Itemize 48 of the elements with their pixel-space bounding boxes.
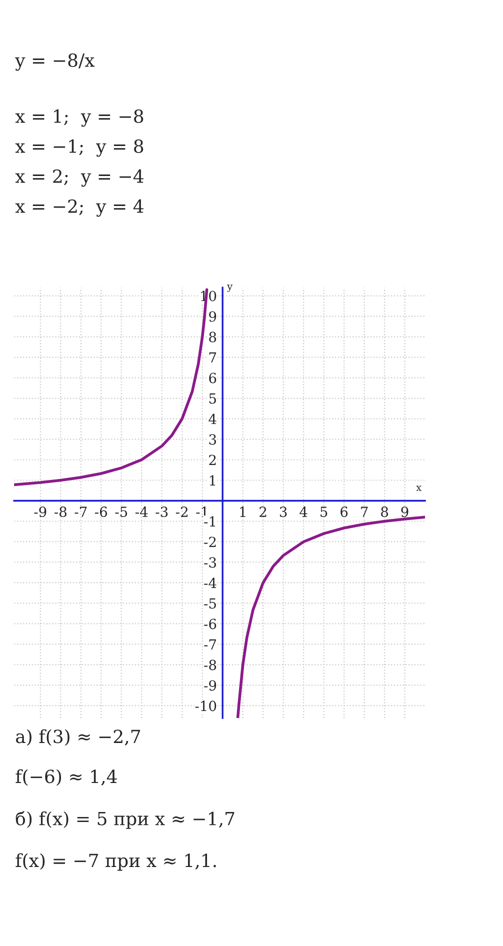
text: а) f(3) ≈ −2,7 (16, 729, 140, 746)
line-series (236, 516, 426, 718)
x-tick-label: 9 (401, 506, 408, 518)
x-tick-label: -8 (54, 506, 66, 518)
y-tick-label: 1 (210, 475, 216, 486)
text: x = −1; y = 8 (15, 139, 144, 157)
y-tick-label: -6 (204, 618, 216, 630)
y-tick-label: -4 (204, 578, 216, 588)
x-tick-label: -2 (176, 506, 188, 517)
text: б) f(x) = 5 при x ≈ −1,7 (16, 811, 234, 829)
y-tick-label: -9 (204, 680, 216, 691)
x-tick-label: 2 (260, 506, 266, 517)
y-tick-label: -8 (204, 660, 216, 670)
y-tick-label: 8 (209, 332, 216, 342)
x-tick-label: 4 (300, 506, 308, 517)
x-tick-label: -6 (94, 506, 108, 518)
y-tick-label: 3 (209, 434, 216, 445)
text: x = 1; y = −8 (15, 109, 144, 127)
y-tick-label: -5 (204, 598, 216, 609)
x-tick-label: 7 (361, 506, 368, 517)
x-tick-label: -5 (115, 506, 128, 518)
y-tick-label: -1 (204, 516, 216, 527)
text: y = −8/x (15, 53, 95, 71)
x-tick-label: 6 (340, 506, 348, 518)
y-tick-label: 6 (209, 372, 216, 384)
x-tick-label: 1 (240, 506, 246, 517)
y-tick-label: 2 (209, 454, 216, 466)
y-tick-label: -7 (204, 639, 216, 650)
text: x = −2; y = 4 (15, 199, 144, 217)
text: x = 2; y = −4 (15, 169, 144, 187)
y-tick-label: 7 (209, 352, 216, 363)
x-tick-label: 3 (280, 506, 287, 518)
y-tick-label: -3 (204, 557, 216, 568)
x-axis-title: x (416, 486, 422, 491)
y-tick-label: 5 (209, 393, 216, 404)
x-tick-label: 8 (381, 506, 388, 518)
y-tick-label: 9 (209, 311, 216, 322)
y-tick-label: 4 (208, 414, 216, 424)
x-tick-label: -4 (135, 506, 148, 517)
x-tick-label: 5 (320, 506, 328, 518)
text: f(−6) ≈ 1,4 (16, 769, 117, 786)
text: f(x) = −7 при x ≈ 1,1. (16, 853, 216, 871)
y-axis-title: y (227, 284, 233, 292)
x-tick-label: -7 (74, 506, 87, 517)
y-tick-label: -2 (204, 536, 216, 548)
y-tick-label: -10 (195, 700, 216, 712)
x-tick-label: -9 (34, 506, 46, 518)
x-tick-label: -3 (156, 506, 168, 518)
